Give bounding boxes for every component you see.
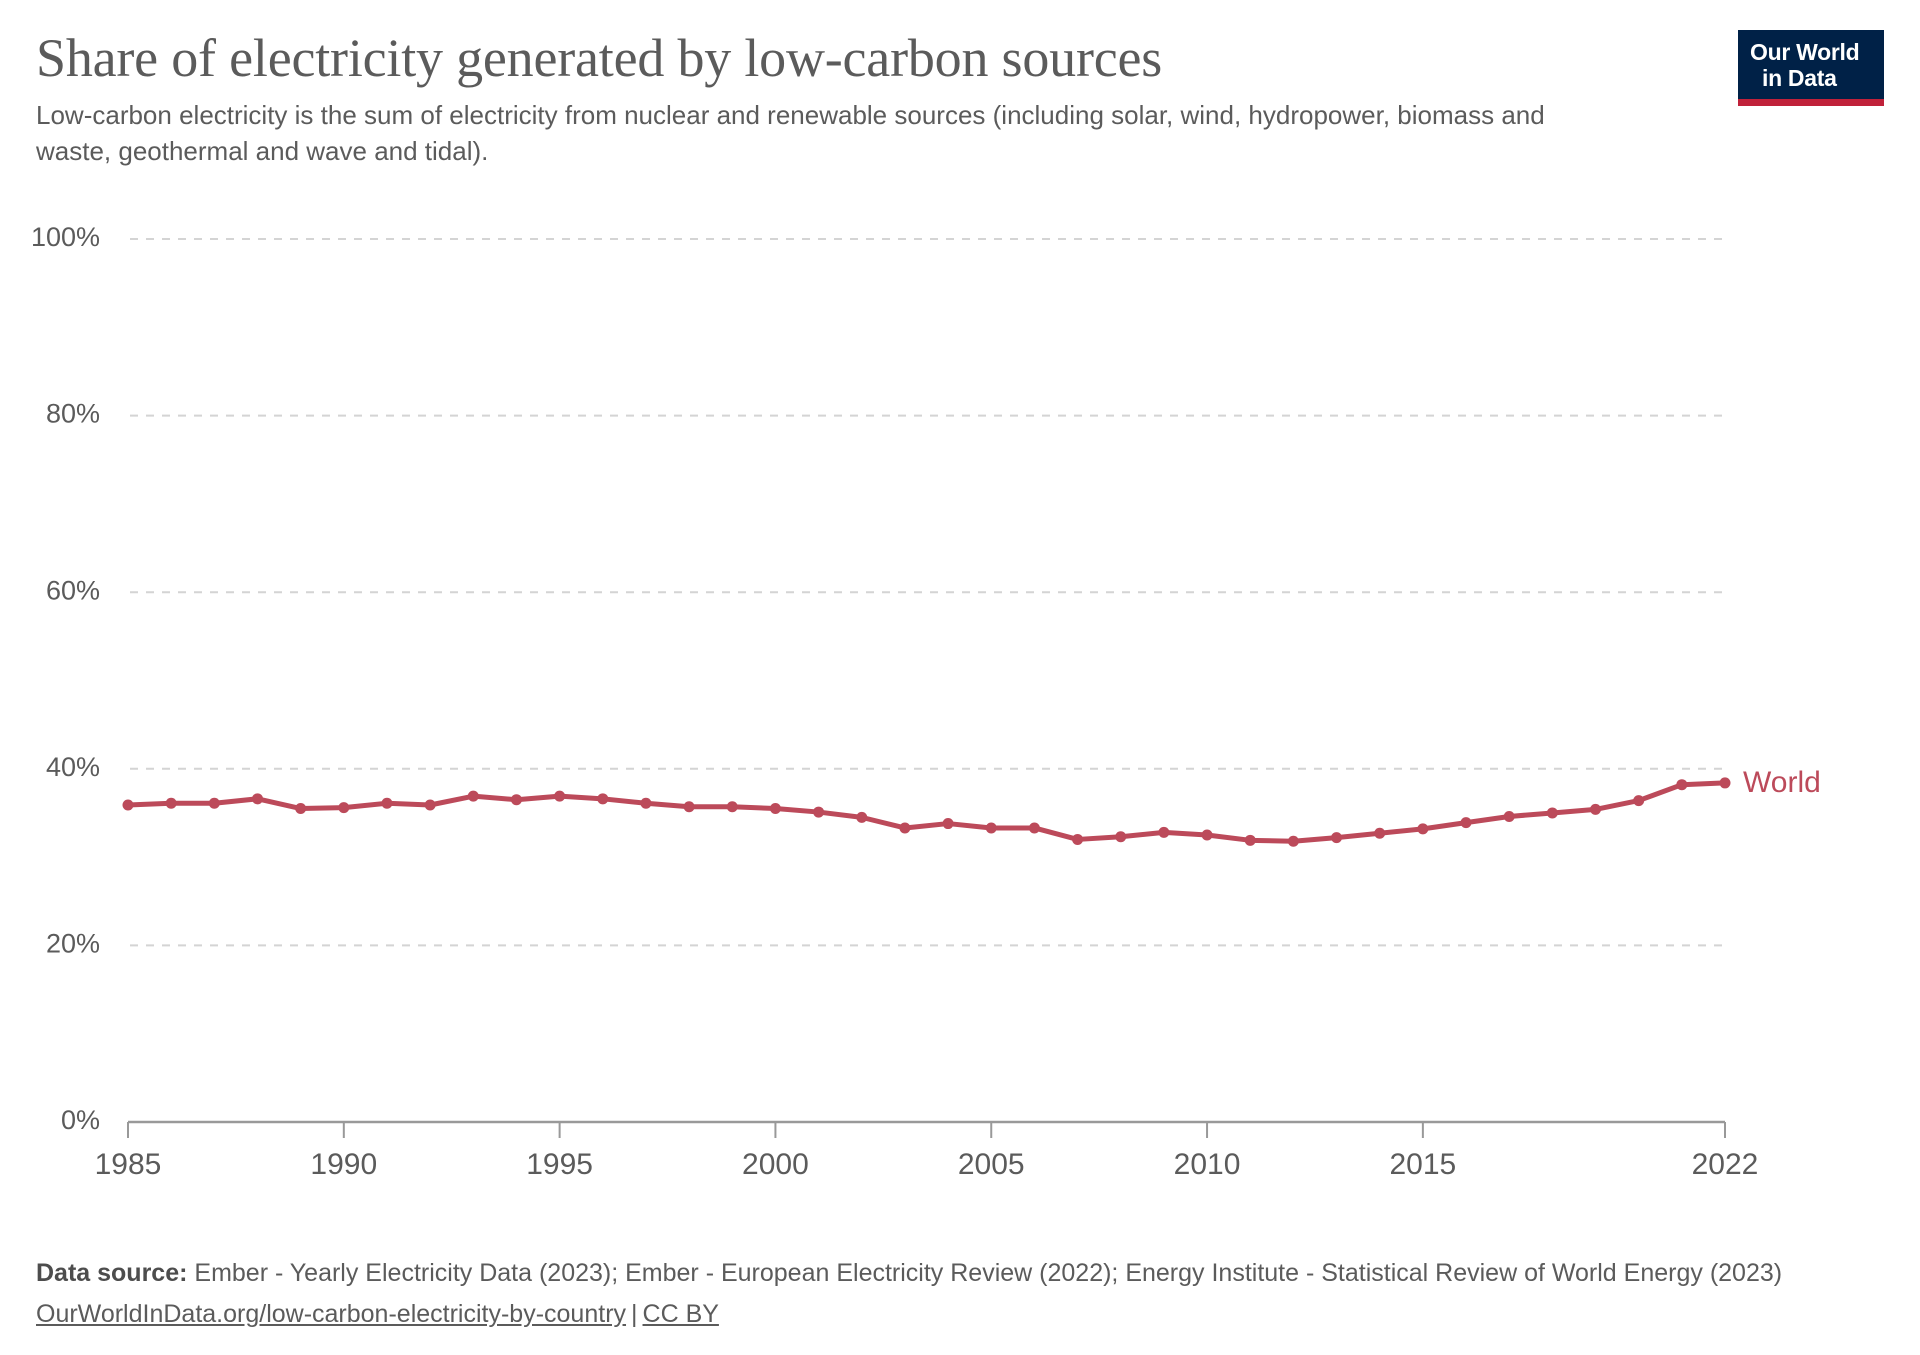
page-title: Share of electricity generated by low-ca…	[36, 28, 1163, 88]
data-point[interactable]	[1460, 817, 1472, 829]
data-point[interactable]	[856, 811, 868, 823]
chart-gridlines	[130, 238, 1725, 947]
data-point[interactable]	[1590, 803, 1602, 815]
y-axis-tick-label: 60%	[46, 575, 100, 605]
data-point[interactable]	[381, 797, 393, 809]
y-axis-tick-label: 40%	[46, 752, 100, 782]
data-point[interactable]	[208, 797, 220, 809]
data-point[interactable]	[510, 794, 522, 806]
data-point[interactable]	[1633, 795, 1645, 807]
x-axis-tick-label: 1985	[95, 1148, 162, 1181]
data-point[interactable]	[1115, 831, 1127, 843]
x-axis-tick-label: 2005	[958, 1148, 1025, 1181]
footer-links: OurWorldInData.org/low-carbon-electricit…	[36, 1300, 1836, 1329]
data-point[interactable]	[1676, 779, 1688, 791]
data-point[interactable]	[424, 799, 436, 811]
chart-footer: Data source: Ember - Yearly Electricity …	[36, 1256, 1836, 1329]
x-axis-tick-labels: 1985 1990 1995 2000 2005 2010 2015 2022	[95, 1148, 1759, 1181]
data-series-group[interactable]	[122, 777, 1731, 847]
cc-by-license-link[interactable]: CC BY	[642, 1300, 719, 1328]
data-point[interactable]	[640, 797, 652, 809]
data-point[interactable]	[597, 793, 609, 805]
data-source-text: Ember - Yearly Electricity Data (2023); …	[187, 1259, 1783, 1287]
data-point[interactable]	[1244, 834, 1256, 846]
y-axis-tick-label: 100%	[31, 222, 100, 252]
data-point[interactable]	[165, 797, 177, 809]
data-point[interactable]	[122, 799, 134, 811]
data-point[interactable]	[769, 803, 781, 815]
x-axis-tick-label: 2000	[742, 1148, 809, 1181]
data-point[interactable]	[1417, 823, 1429, 835]
data-point[interactable]	[1072, 833, 1084, 845]
logo-line-two: in Data	[1762, 64, 1837, 91]
series-end-labels: World	[1743, 766, 1821, 799]
data-point[interactable]	[1028, 822, 1040, 834]
data-point[interactable]	[1158, 826, 1170, 838]
x-axis	[127, 1120, 1726, 1138]
data-point[interactable]	[726, 801, 738, 813]
series-line-world[interactable]	[125, 780, 1728, 844]
data-point[interactable]	[1201, 829, 1213, 841]
data-point[interactable]	[1331, 832, 1343, 844]
owid-url-link[interactable]: OurWorldInData.org/low-carbon-electricit…	[36, 1300, 627, 1328]
data-point[interactable]	[899, 822, 911, 834]
y-axis-tick-label: 80%	[46, 399, 100, 429]
data-point[interactable]	[1503, 810, 1515, 822]
chart-area: 0% 20% 40% 60% 80% 100% 1985 1990 1995 2000 2005 2…	[0, 200, 1920, 1200]
x-axis-tick-label: 1990	[310, 1148, 377, 1181]
data-source-line: Data source: Ember - Yearly Electricity …	[36, 1256, 1826, 1290]
data-point[interactable]	[1374, 827, 1386, 839]
data-point[interactable]	[467, 790, 479, 802]
chart-subtitle: Low-carbon electricity is the sum of ele…	[36, 100, 1545, 167]
data-point[interactable]	[295, 803, 307, 815]
logo-line-one: Our World	[1750, 39, 1860, 65]
y-axis-tick-label: 20%	[46, 929, 100, 959]
line-chart[interactable]: 0% 20% 40% 60% 80% 100% 1985 1990 1995 2000 2005 2…	[0, 200, 1920, 1200]
y-axis-tick-label: 0%	[61, 1105, 100, 1135]
data-point[interactable]	[683, 801, 695, 813]
data-point[interactable]	[554, 790, 566, 802]
data-point[interactable]	[813, 806, 825, 818]
y-axis-tick-labels: 0% 20% 40% 60% 80% 100%	[31, 222, 100, 1135]
data-source-label: Data source:	[36, 1259, 188, 1287]
x-axis-tick-label: 2022	[1692, 1148, 1759, 1181]
data-point[interactable]	[251, 793, 263, 805]
x-axis-tick-label: 2010	[1174, 1148, 1241, 1181]
data-point[interactable]	[985, 822, 997, 834]
data-point[interactable]	[942, 818, 954, 830]
chart-header: Share of electricity generated by low-ca…	[36, 28, 1736, 170]
x-axis-tick-label: 1995	[526, 1148, 593, 1181]
footer-separator: |	[631, 1300, 638, 1328]
data-point[interactable]	[1719, 777, 1731, 789]
our-world-in-data-logo[interactable]: Our World in Data	[1738, 30, 1884, 106]
data-point[interactable]	[1546, 807, 1558, 819]
data-point[interactable]	[1287, 835, 1299, 847]
data-point[interactable]	[338, 802, 350, 814]
x-axis-tick-label: 2015	[1389, 1148, 1456, 1181]
series-end-label: World	[1743, 766, 1821, 799]
